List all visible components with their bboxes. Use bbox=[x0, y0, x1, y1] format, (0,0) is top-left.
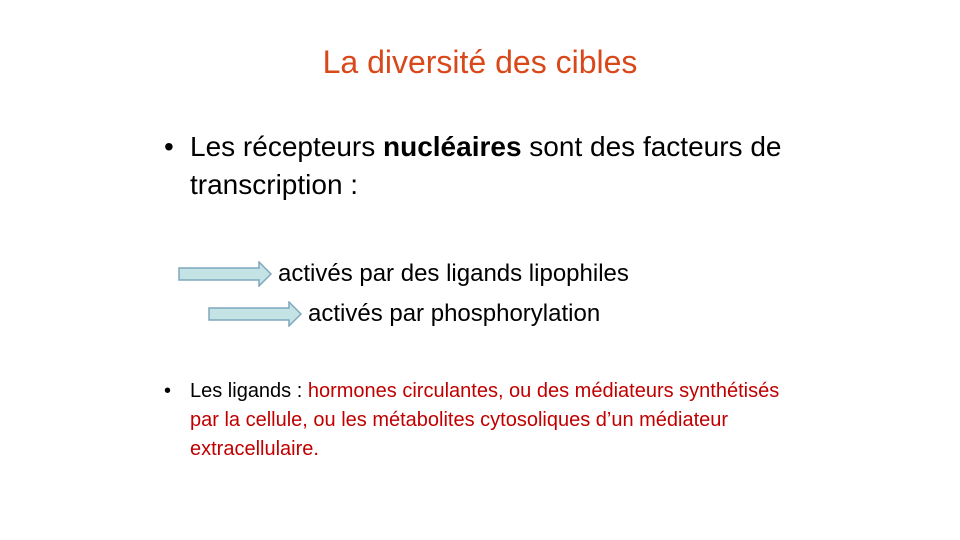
arrow-item-label: activés par des ligands lipophiles bbox=[278, 260, 629, 287]
ligands-lead-text: Les ligands : bbox=[190, 380, 308, 402]
right-arrow-icon bbox=[208, 301, 302, 327]
bullet-text-end: sont des facteurs de transcription : bbox=[190, 131, 782, 200]
bullet-ligands: • Les ligands : hormones circulantes, ou… bbox=[164, 377, 804, 464]
ligands-highlight-text: hormones circulantes, ou des médiateurs … bbox=[190, 380, 780, 460]
arrow-item-phosphorylation: activés par phosphorylation bbox=[208, 299, 600, 329]
arrow-item-label: activés par phosphorylation bbox=[308, 300, 601, 327]
bullet-nuclear-receptors: • Les récepteurs nucléaires sont des fac… bbox=[164, 128, 804, 204]
bullet-text: Les ligands : hormones circulantes, ou d… bbox=[190, 377, 804, 464]
bullet-text: Les récepteurs nucléaires sont des facte… bbox=[190, 128, 804, 204]
bullet-marker: • bbox=[164, 380, 172, 402]
bullet-marker: • bbox=[164, 131, 174, 162]
arrow-item-lipophilic-ligands: activés par des ligands lipophiles bbox=[178, 259, 629, 289]
slide-title: La diversité des cibles bbox=[322, 44, 638, 80]
right-arrow-icon bbox=[178, 261, 272, 287]
bullet-text-start: Les récepteurs bbox=[190, 131, 383, 162]
bullet-text-bold: nucléaires bbox=[383, 131, 522, 162]
